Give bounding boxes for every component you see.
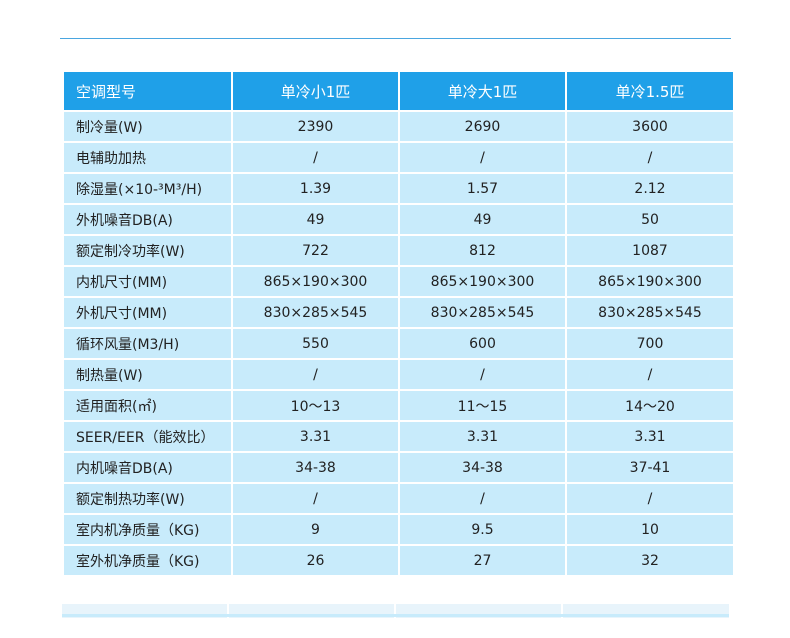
cell-value: 37-41 xyxy=(567,453,733,482)
row-label: 外机尺寸(MM) xyxy=(64,298,231,327)
next-table-edge xyxy=(62,604,729,618)
row-label: 室外机净质量（KG) xyxy=(64,546,231,575)
table-row: 外机尺寸(MM) 830×285×545 830×285×545 830×285… xyxy=(64,298,733,327)
row-label: 额定制热功率(W) xyxy=(64,484,231,513)
row-label: 室内机净质量（KG) xyxy=(64,515,231,544)
table-row: 额定制冷功率(W) 722 812 1087 xyxy=(64,236,733,265)
row-label: 制热量(W) xyxy=(64,360,231,389)
table-row: 室外机净质量（KG) 26 27 32 xyxy=(64,546,733,575)
cell-value: 1.39 xyxy=(233,174,398,203)
cell-value: 1.57 xyxy=(400,174,565,203)
row-label: 电辅助加热 xyxy=(64,143,231,172)
table-row: 电辅助加热 / / / xyxy=(64,143,733,172)
cell-value: 2.12 xyxy=(567,174,733,203)
cell-value: 830×285×545 xyxy=(400,298,565,327)
table-row: 制冷量(W) 2390 2690 3600 xyxy=(64,112,733,141)
cell-value: 3.31 xyxy=(400,422,565,451)
table-row: 额定制热功率(W) / / / xyxy=(64,484,733,513)
table-row: SEER/EER（能效比） 3.31 3.31 3.31 xyxy=(64,422,733,451)
cell-value: / xyxy=(400,143,565,172)
cell-value: 550 xyxy=(233,329,398,358)
cell-value: 34-38 xyxy=(400,453,565,482)
cell-value: 700 xyxy=(567,329,733,358)
cell-value: 3.31 xyxy=(233,422,398,451)
row-label: SEER/EER（能效比） xyxy=(64,422,231,451)
row-label: 适用面积(㎡) xyxy=(64,391,231,420)
cell-value: 865×190×300 xyxy=(567,267,733,296)
table-row: 除湿量(×10-³M³/H) 1.39 1.57 2.12 xyxy=(64,174,733,203)
cell-value: 32 xyxy=(567,546,733,575)
cell-value: / xyxy=(233,143,398,172)
cell-value: / xyxy=(567,143,733,172)
table-row: 循环风量(M3/H) 550 600 700 xyxy=(64,329,733,358)
cell-value: / xyxy=(567,484,733,513)
row-label: 循环风量(M3/H) xyxy=(64,329,231,358)
table-row: 室内机净质量（KG) 9 9.5 10 xyxy=(64,515,733,544)
cell-value: 11～15 xyxy=(400,391,565,420)
row-label: 外机噪音DB(A) xyxy=(64,205,231,234)
cell-value: 2390 xyxy=(233,112,398,141)
cell-value: / xyxy=(400,484,565,513)
row-label: 制冷量(W) xyxy=(64,112,231,141)
cell-value: 865×190×300 xyxy=(400,267,565,296)
cell-value: 10～13 xyxy=(233,391,398,420)
cell-value: / xyxy=(233,360,398,389)
header-model-label: 空调型号 xyxy=(64,72,231,110)
cell-value: 49 xyxy=(233,205,398,234)
cell-value: 830×285×545 xyxy=(233,298,398,327)
row-label: 内机尺寸(MM) xyxy=(64,267,231,296)
table-row: 内机噪音DB(A) 34-38 34-38 37-41 xyxy=(64,453,733,482)
row-label: 额定制冷功率(W) xyxy=(64,236,231,265)
cell-value: 34-38 xyxy=(233,453,398,482)
table-row: 外机噪音DB(A) 49 49 50 xyxy=(64,205,733,234)
top-divider xyxy=(60,38,731,39)
table-row: 适用面积(㎡) 10～13 11～15 14～20 xyxy=(64,391,733,420)
cell-value: 50 xyxy=(567,205,733,234)
cell-value: / xyxy=(567,360,733,389)
cell-value: 27 xyxy=(400,546,565,575)
cell-value: / xyxy=(400,360,565,389)
header-model-2: 单冷大1匹 xyxy=(400,72,565,110)
cell-value: 2690 xyxy=(400,112,565,141)
cell-value: 722 xyxy=(233,236,398,265)
cell-value: 3.31 xyxy=(567,422,733,451)
cell-value: 1087 xyxy=(567,236,733,265)
cell-value: 26 xyxy=(233,546,398,575)
cell-value: 10 xyxy=(567,515,733,544)
cell-value: 812 xyxy=(400,236,565,265)
header-model-3: 单冷1.5匹 xyxy=(567,72,733,110)
cell-value: / xyxy=(233,484,398,513)
cell-value: 830×285×545 xyxy=(567,298,733,327)
cell-value: 9.5 xyxy=(400,515,565,544)
cell-value: 49 xyxy=(400,205,565,234)
table-row: 制热量(W) / / / xyxy=(64,360,733,389)
cell-value: 865×190×300 xyxy=(233,267,398,296)
row-label: 除湿量(×10-³M³/H) xyxy=(64,174,231,203)
table-row: 内机尺寸(MM) 865×190×300 865×190×300 865×190… xyxy=(64,267,733,296)
cell-value: 3600 xyxy=(567,112,733,141)
cell-value: 600 xyxy=(400,329,565,358)
cell-value: 14～20 xyxy=(567,391,733,420)
band-line xyxy=(62,614,729,617)
header-model-1: 单冷小1匹 xyxy=(233,72,398,110)
spec-table: 空调型号 单冷小1匹 单冷大1匹 单冷1.5匹 制冷量(W) 2390 2690… xyxy=(62,70,735,577)
header-row: 空调型号 单冷小1匹 单冷大1匹 单冷1.5匹 xyxy=(64,72,733,110)
row-label: 内机噪音DB(A) xyxy=(64,453,231,482)
cell-value: 9 xyxy=(233,515,398,544)
